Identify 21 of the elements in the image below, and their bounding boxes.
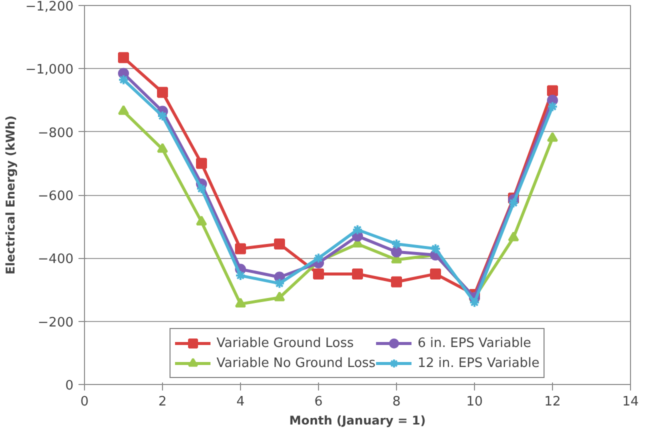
legend-label: 12 in. EPS Variable: [418, 356, 540, 370]
x-tick-label: 8: [392, 394, 401, 410]
legend-label: Variable Ground Loss: [216, 336, 354, 350]
legend-label: 6 in. EPS Variable: [418, 336, 532, 350]
y-tick-label: −1,000: [25, 62, 74, 78]
legend-label: Variable No Ground Loss: [216, 356, 376, 370]
x-tick-label: 2: [158, 394, 167, 410]
y-tick-label: 0: [65, 378, 74, 394]
x-tick-label: 0: [80, 394, 89, 410]
y-axis-title: Electrical Energy (kWh): [3, 116, 18, 274]
y-tick-label: −800: [38, 126, 74, 141]
y-tick-label: −200: [38, 315, 74, 330]
y-tick-label: −400: [38, 252, 74, 268]
x-tick-label: 4: [236, 394, 245, 410]
x-tick-label: 6: [314, 394, 323, 410]
x-axis-title: Month (January = 1): [289, 414, 426, 428]
y-tick-label: −600: [38, 189, 74, 204]
y-tick-label: −1,200: [25, 0, 74, 14]
x-tick-label: 10: [466, 394, 483, 410]
x-tick-label: 12: [544, 394, 561, 410]
x-tick-label: 14: [622, 394, 639, 410]
